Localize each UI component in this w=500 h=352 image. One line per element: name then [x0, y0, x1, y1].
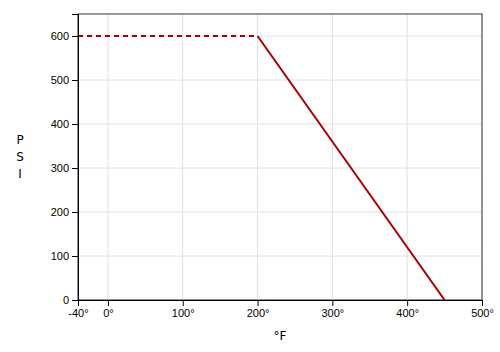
chart: -40° 0° 100° 200° 300° 400° 500° 0 100 200 300 400 5… — [0, 0, 500, 352]
y-tick-mark — [72, 80, 78, 81]
x-tick: 100° — [172, 300, 195, 319]
x-domain — [79, 301, 483, 307]
y-tick-label: 100 — [51, 250, 69, 262]
x-tick-mark — [183, 300, 184, 306]
grid-line-y — [78, 212, 482, 213]
y-tick-label: 400 — [51, 118, 69, 130]
x-tick: 300° — [321, 300, 344, 319]
grid-line-x — [257, 14, 258, 300]
x-tick-label: 200° — [247, 307, 270, 319]
x-tick-mark — [258, 300, 259, 306]
x-tick-mark — [482, 300, 483, 306]
plot-frame — [78, 14, 482, 300]
x-tick: 400° — [396, 300, 419, 319]
y-tick: 600 — [51, 30, 78, 42]
x-tick-label: 400° — [396, 307, 419, 319]
grid-line-x — [332, 14, 333, 300]
x-axis-label: °F — [274, 329, 287, 343]
y-tick-label: 300 — [51, 162, 69, 174]
y-tick-mark — [72, 124, 78, 125]
y-axis-label: PSI — [16, 133, 24, 181]
grid — [78, 14, 482, 300]
y-domain — [72, 15, 79, 301]
grid-line-x — [407, 14, 408, 300]
grid-line-x — [182, 14, 183, 300]
plot: -40° 0° 100° 200° 300° 400° 500° 0 100 200 300 400 5… — [51, 14, 494, 319]
x-tick-mark — [407, 300, 408, 306]
grid-line-y — [78, 80, 482, 81]
y-tick: 400 — [51, 118, 78, 130]
x-tick-mark — [108, 300, 109, 306]
x-tick-label: 300° — [321, 307, 344, 319]
y-axis-label-letter: S — [16, 150, 24, 164]
y-axis: 0 100 200 300 400 500 600 — [51, 15, 79, 307]
y-axis-label-letter: P — [16, 133, 23, 147]
x-tick: 500° — [471, 300, 494, 319]
y-tick: 100 — [51, 250, 78, 262]
y-axis-label-letter: I — [18, 167, 22, 181]
y-tick-mark — [72, 212, 78, 213]
y-tick-mark — [72, 36, 78, 37]
y-tick: 0 — [63, 294, 78, 306]
x-tick-label: -40° — [68, 307, 88, 319]
y-tick-label: 500 — [51, 74, 69, 86]
grid-line-y — [78, 124, 482, 125]
x-tick-label: 100° — [172, 307, 195, 319]
grid-line-y — [78, 36, 482, 37]
x-tick: -40° — [68, 300, 88, 319]
grid-line-y — [78, 256, 482, 257]
grid-line-x — [107, 14, 108, 300]
y-tick: 500 — [51, 74, 78, 86]
y-tick-mark — [72, 300, 78, 301]
y-tick-label: 200 — [51, 206, 69, 218]
x-tick: 0° — [103, 300, 114, 319]
line — [258, 36, 445, 300]
y-tick-label: 600 — [51, 30, 69, 42]
y-tick: 300 — [51, 162, 78, 174]
x-tick-label: 500° — [471, 307, 494, 319]
x-axis: -40° 0° 100° 200° 300° 400° 500° — [68, 300, 494, 319]
line — [78, 35, 258, 37]
x-tick: 200° — [247, 300, 270, 319]
y-tick-label: 0 — [63, 294, 69, 306]
y-tick-mark — [72, 256, 78, 257]
grid-line-y — [78, 168, 482, 169]
lines — [78, 36, 445, 300]
y-tick-mark — [72, 168, 78, 169]
x-tick-label: 0° — [103, 307, 114, 319]
y-tick: 200 — [51, 206, 78, 218]
x-tick-mark — [332, 300, 333, 306]
